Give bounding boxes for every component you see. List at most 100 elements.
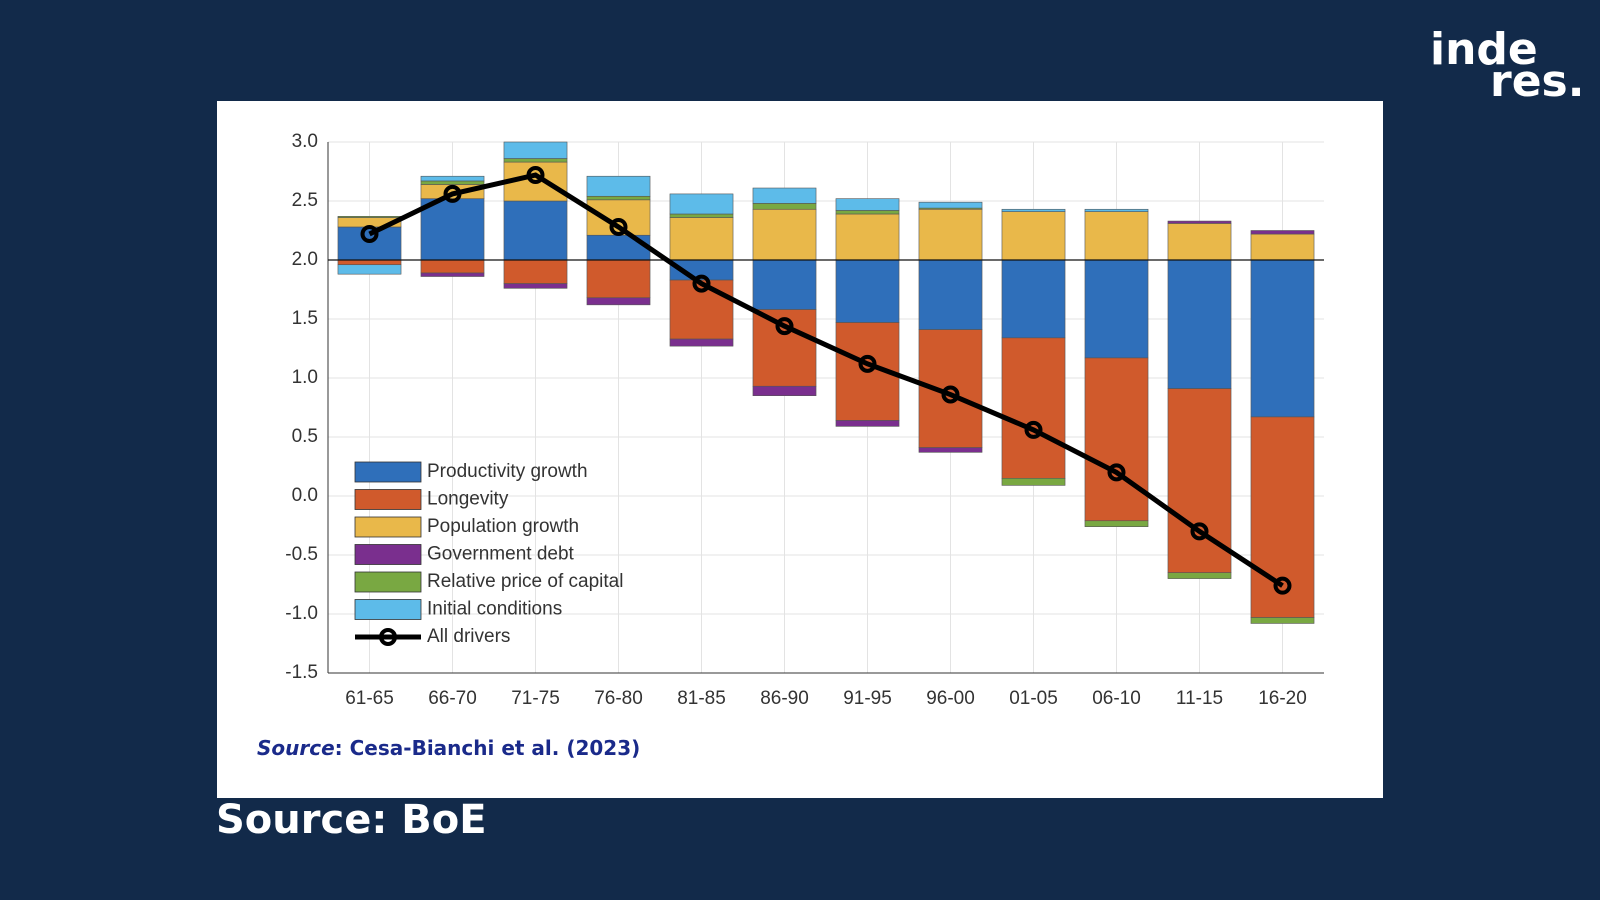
legend-swatch: [354, 516, 422, 538]
y-tick-label: -1.5: [285, 662, 318, 683]
bar-segment: [420, 175, 485, 182]
bar-segment: [752, 203, 817, 210]
bar-segment: [420, 180, 485, 185]
x-tick-label: 86-90: [760, 688, 809, 709]
x-tick-label: 66-70: [428, 688, 477, 709]
line-marker: [526, 166, 545, 185]
bar-segment: [835, 259, 900, 323]
y-tick-label: -0.5: [285, 544, 318, 565]
source-text: : Cesa-Bianchi et al. (2023): [335, 736, 641, 760]
bar-segment: [1001, 208, 1066, 212]
line: [368, 172, 1284, 588]
bar-segment: [1250, 617, 1315, 624]
x-tick-label: 01-05: [1009, 688, 1058, 709]
bar-segment: [669, 217, 734, 261]
x-tick-label: 91-95: [843, 688, 892, 709]
bar-segment: [586, 195, 651, 201]
bar-segment: [1001, 211, 1066, 261]
bar-segment: [1084, 520, 1149, 527]
bar-segment: [1084, 211, 1149, 261]
bar-segment: [1084, 208, 1149, 212]
bar-segment: [586, 234, 651, 261]
bar-segment: [918, 208, 983, 261]
bar-segment: [586, 175, 651, 197]
bar-segment: [752, 187, 817, 204]
bar-segment: [752, 259, 817, 310]
line-marker: [692, 274, 711, 293]
line-marker: [1107, 463, 1126, 482]
bar-segment: [1250, 259, 1315, 418]
bar-segment: [835, 420, 900, 427]
logo: inde: [1430, 24, 1538, 75]
legend-label: Population growth: [427, 516, 579, 537]
x-tick-label: 11-15: [1176, 688, 1223, 709]
bar-segment: [1167, 388, 1232, 573]
legend-label: All drivers: [427, 626, 510, 647]
bar-segment: [835, 213, 900, 261]
bar-segment: [503, 259, 568, 284]
bar-segment: [503, 141, 568, 159]
bar-segment: [1250, 233, 1315, 261]
legend-label: Relative price of capital: [427, 571, 623, 592]
line-marker: [858, 354, 877, 373]
x-tick-label: 61-65: [345, 688, 394, 709]
legend-swatch: [354, 571, 422, 593]
bar-segment: [337, 216, 402, 218]
bar-segment: [337, 264, 402, 275]
y-tick-label: 2.5: [292, 190, 318, 211]
source-label: Source: [257, 736, 335, 760]
bar-segment: [669, 193, 734, 215]
line-marker: [941, 385, 960, 404]
bar-segment: [586, 297, 651, 306]
y-tick-label: 2.0: [292, 249, 318, 270]
bar-segment: [420, 198, 485, 261]
bar-segment: [918, 259, 983, 330]
bar-segment: [1001, 259, 1066, 339]
y-tick-label: 0.5: [292, 426, 318, 447]
line-marker: [609, 217, 628, 236]
bar-segment: [669, 213, 734, 218]
line-marker: [775, 317, 794, 336]
bar-segment: [586, 259, 651, 299]
y-tick-label: 1.0: [292, 367, 318, 388]
bar-segment: [1084, 357, 1149, 522]
bar-segment: [835, 198, 900, 211]
bar-segment: [1001, 337, 1066, 479]
y-tick-label: 1.5: [292, 308, 318, 329]
x-tick-label: 71-75: [511, 688, 560, 709]
bar-segment: [752, 309, 817, 387]
y-tick-label: 3.0: [292, 131, 318, 152]
y-tick-label: -1.0: [285, 603, 318, 624]
y-tick-label: 0.0: [292, 485, 318, 506]
bar-segment: [1167, 572, 1232, 579]
caption: Source: BoE: [216, 797, 487, 843]
legend-label: Initial conditions: [427, 599, 562, 620]
bar-segment: [503, 200, 568, 261]
legend-swatch: [354, 461, 422, 483]
bar-segment: [420, 259, 485, 274]
legend-swatch: [354, 544, 422, 565]
bar-segment: [503, 158, 568, 163]
legend-swatch: [354, 489, 422, 510]
bar-segment: [918, 201, 983, 209]
x-tick-label: 16-20: [1258, 688, 1307, 709]
bar-segment: [1001, 477, 1066, 486]
legend-label: Longevity: [427, 489, 509, 510]
x-tick-label: 76-80: [594, 688, 643, 709]
bar-segment: [918, 447, 983, 453]
bar-segment: [420, 272, 485, 277]
bar-segment: [1084, 259, 1149, 359]
bar-segment: [752, 208, 817, 261]
line-marker: [1190, 522, 1209, 541]
legend-label: Productivity growth: [427, 461, 588, 482]
bar-segment: [1167, 220, 1232, 224]
x-tick-label: 06-10: [1092, 688, 1141, 709]
bar-segment: [1250, 416, 1315, 618]
bar-segment: [337, 259, 402, 266]
logo: res.: [1490, 56, 1584, 107]
bar-segment: [1167, 259, 1232, 389]
bar-segment: [669, 338, 734, 347]
legend-swatch: [379, 628, 397, 646]
